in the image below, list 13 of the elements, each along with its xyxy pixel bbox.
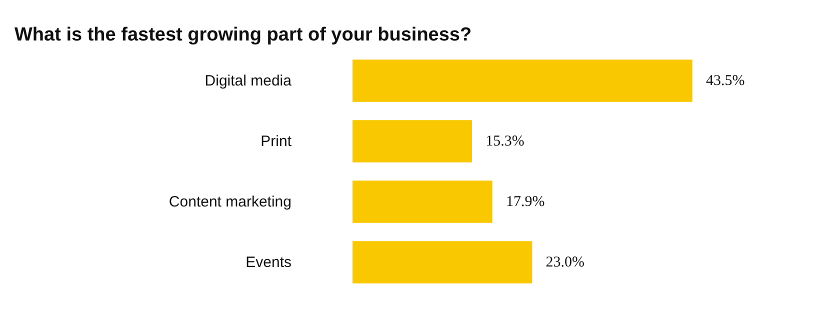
data-label: 15.3% [486, 133, 524, 150]
data-label: 17.9% [506, 194, 545, 210]
y-tick-label: Events [246, 254, 292, 271]
bar [352, 180, 492, 223]
data-label: 43.5% [706, 72, 745, 89]
bar [352, 241, 532, 284]
chart-title: What is the fastest growing part of your business? [14, 24, 472, 46]
bar [352, 60, 692, 102]
data-label: 23.0% [546, 254, 585, 270]
y-tick-label: Digital media [204, 72, 292, 90]
y-tick-label: Print [260, 132, 292, 150]
y-tick-label: Content marketing [168, 193, 292, 210]
bar [352, 120, 472, 162]
